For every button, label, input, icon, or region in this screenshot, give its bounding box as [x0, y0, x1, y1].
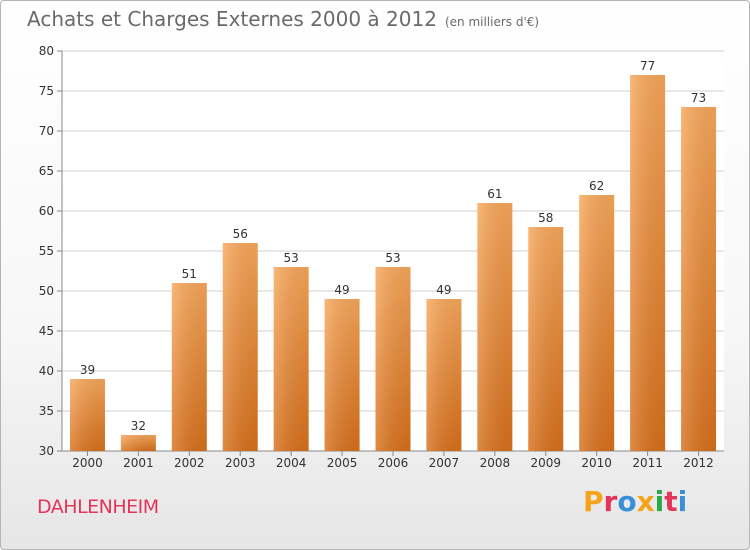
data-label: 53	[385, 251, 400, 265]
bar-shade	[171, 283, 207, 451]
data-label: 32	[131, 419, 146, 433]
y-tick-label: 50	[39, 284, 54, 298]
x-tick-label: 2002	[174, 456, 205, 470]
bar-shade	[630, 75, 666, 451]
y-tick-label: 75	[39, 84, 54, 98]
y-tick-label: 55	[39, 244, 54, 258]
chart-title: Achats et Charges Externes 2000 à 2012 (e…	[27, 7, 539, 31]
proxiti-logo[interactable]: Proxiti	[583, 485, 687, 518]
logo-letter: r	[603, 485, 618, 518]
logo-letter: t	[664, 485, 678, 518]
y-tick-label: 70	[39, 124, 54, 138]
bar-shade	[528, 227, 564, 451]
bar-shade	[681, 107, 717, 451]
logo-letter: i	[654, 485, 665, 518]
chart-subtitle: (en milliers d'€)	[444, 15, 540, 29]
bar-shade	[324, 299, 360, 451]
bar-shade	[375, 267, 411, 451]
y-tick-label: 40	[39, 364, 54, 378]
x-tick-label: 2012	[683, 456, 714, 470]
data-label: 58	[538, 211, 553, 225]
bar-shade	[69, 379, 105, 451]
logo-letter: P	[583, 485, 604, 518]
x-tick-label: 2000	[72, 456, 103, 470]
bar-shade	[222, 243, 258, 451]
bar-shade	[579, 195, 615, 451]
data-label: 73	[691, 91, 706, 105]
x-tick-label: 2005	[327, 456, 358, 470]
data-label: 39	[80, 363, 95, 377]
bar-shade	[120, 435, 156, 451]
logo-letter: i	[677, 485, 688, 518]
data-label: 56	[233, 227, 248, 241]
bar-shade	[426, 299, 462, 451]
y-tick-label: 30	[39, 444, 54, 458]
data-label: 53	[284, 251, 299, 265]
y-tick-label: 60	[39, 204, 54, 218]
y-tick-label: 65	[39, 164, 54, 178]
x-tick-label: 2010	[581, 456, 612, 470]
y-tick-label: 80	[39, 44, 54, 58]
data-label: 49	[436, 283, 451, 297]
x-tick-label: 2001	[123, 456, 154, 470]
x-tick-label: 2007	[429, 456, 460, 470]
logo-letter: x	[636, 485, 655, 518]
bar-shade	[273, 267, 309, 451]
y-tick-label: 35	[39, 404, 54, 418]
data-label: 51	[182, 267, 197, 281]
logo-letter: o	[617, 485, 637, 518]
data-label: 62	[589, 179, 604, 193]
data-label: 49	[334, 283, 349, 297]
commune-name: DAHLENHEIM	[37, 496, 159, 518]
data-label: 77	[640, 59, 655, 73]
y-tick-label: 45	[39, 324, 54, 338]
x-tick-label: 2008	[480, 456, 511, 470]
x-tick-label: 2011	[632, 456, 663, 470]
data-label: 61	[487, 187, 502, 201]
chart-title-text: Achats et Charges Externes 2000 à 2012	[27, 7, 437, 31]
x-tick-label: 2006	[378, 456, 409, 470]
x-tick-label: 2003	[225, 456, 256, 470]
bar-shade	[477, 203, 513, 451]
x-tick-label: 2009	[530, 456, 561, 470]
x-tick-label: 2004	[276, 456, 307, 470]
